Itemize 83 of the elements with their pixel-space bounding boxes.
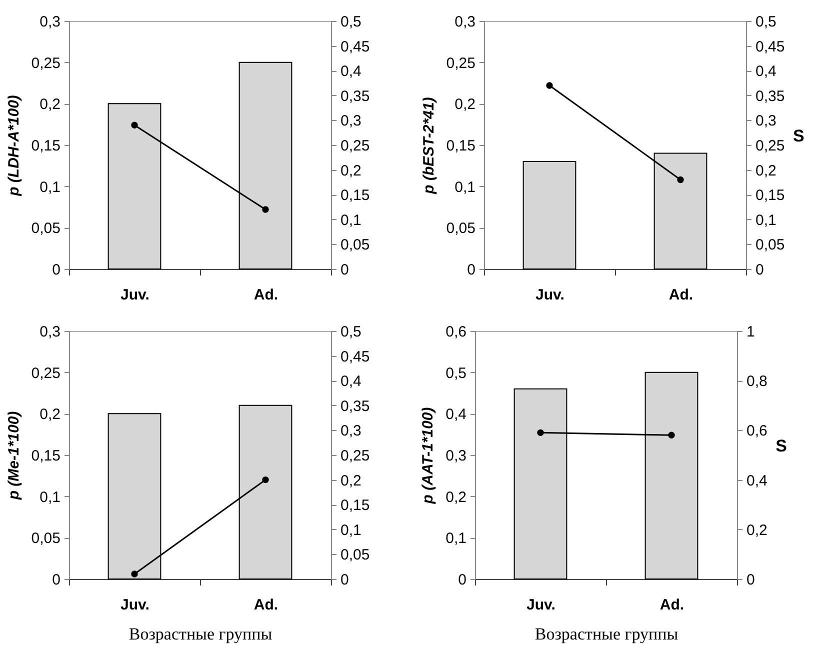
y-tick-label: 0,3 bbox=[40, 14, 60, 30]
x-tick-label: Ad. bbox=[254, 596, 278, 614]
y-tick-label: 0,3 bbox=[40, 324, 60, 340]
y2-tick-label: 0,4 bbox=[340, 63, 362, 80]
y2-tick-label: 0,25 bbox=[756, 138, 785, 154]
y2-tick-label: 0,2 bbox=[746, 522, 768, 539]
y2-tick-label: 0,6 bbox=[746, 422, 768, 440]
y2-tick-label: 0,35 bbox=[340, 88, 370, 105]
y2-tick-label: 0 bbox=[340, 262, 349, 278]
y-tick-label: 0,05 bbox=[31, 220, 60, 238]
y2-tick-label: 0,05 bbox=[756, 236, 785, 254]
y-axis-title: p (AAT-1*100) bbox=[420, 407, 437, 505]
y2-tick-label: 0,5 bbox=[340, 324, 362, 340]
y-tick-label: 0 bbox=[467, 262, 476, 278]
y-tick-label: 0,15 bbox=[31, 448, 60, 464]
y-tick-label: 0,4 bbox=[446, 406, 466, 424]
y2-tick-label: 0,1 bbox=[756, 212, 776, 229]
y2-axis-title: S bbox=[776, 436, 788, 456]
y-tick-label: 0,05 bbox=[31, 530, 60, 548]
y2-tick-label: 0,25 bbox=[340, 448, 370, 464]
y-tick-label: 0,2 bbox=[40, 96, 60, 114]
y2-tick-label: 0,1 bbox=[340, 522, 362, 539]
y-tick-label: 0,2 bbox=[446, 488, 466, 506]
y-tick-label: 0,1 bbox=[446, 530, 466, 548]
y2-tick-label: 0,45 bbox=[756, 38, 785, 56]
y2-tick-label: 0 bbox=[340, 572, 349, 588]
y2-tick-label: 0,15 bbox=[756, 187, 785, 204]
y2-tick-label: 0,3 bbox=[340, 112, 362, 130]
y2-tick-label: 0,2 bbox=[756, 162, 776, 180]
x-tick-label: Ad. bbox=[660, 596, 684, 614]
y-tick-label: 0,1 bbox=[40, 178, 60, 196]
y-tick-label: 0,5 bbox=[446, 364, 466, 382]
y2-tick-label: 1 bbox=[746, 324, 755, 340]
y2-axis-title: S bbox=[793, 126, 804, 146]
y2-tick-label: 0,35 bbox=[340, 398, 370, 415]
x-axis-title: Возрастные группы bbox=[128, 624, 273, 644]
y-tick-label: 0,25 bbox=[446, 54, 476, 72]
y2-tick-label: 0,3 bbox=[340, 422, 362, 440]
x-tick-label: Juv. bbox=[120, 286, 150, 304]
y2-tick-label: 0,4 bbox=[746, 472, 768, 490]
x-tick-label: Juv. bbox=[526, 596, 556, 614]
y-tick-label: 0,2 bbox=[40, 406, 60, 424]
x-tick-label: Ad. bbox=[254, 286, 278, 304]
y-tick-label: 0,15 bbox=[31, 138, 60, 154]
y-tick-label: 0,3 bbox=[454, 14, 476, 30]
y2-tick-label: 0,35 bbox=[756, 88, 785, 105]
y-tick-label: 0,6 bbox=[446, 324, 466, 340]
y-axis-title: p (Me-1*100) bbox=[5, 411, 22, 501]
y2-tick-label: 0 bbox=[746, 572, 755, 588]
x-tick-label: Juv. bbox=[120, 596, 150, 614]
y2-tick-label: 0,3 bbox=[756, 112, 776, 130]
x-tick-label: Juv. bbox=[536, 286, 564, 304]
y2-tick-label: 0 bbox=[756, 262, 764, 278]
y2-tick-label: 0,45 bbox=[340, 38, 370, 56]
y2-tick-label: 0,45 bbox=[340, 348, 370, 366]
y-tick-label: 0 bbox=[52, 262, 60, 278]
y2-tick-label: 0,4 bbox=[340, 373, 362, 390]
y-tick-label: 0,2 bbox=[454, 96, 476, 114]
x-axis-title: Возрастные группы bbox=[534, 624, 679, 644]
y2-tick-label: 0,2 bbox=[340, 472, 362, 490]
y-tick-label: 0,1 bbox=[454, 178, 476, 196]
y2-tick-label: 0,05 bbox=[340, 236, 370, 254]
y2-tick-label: 0,2 bbox=[340, 162, 362, 180]
y2-tick-label: 0,5 bbox=[340, 14, 362, 30]
x-tick-label: Ad. bbox=[668, 286, 694, 304]
y-tick-label: 0,25 bbox=[31, 54, 60, 72]
y2-tick-label: 0,5 bbox=[756, 14, 776, 30]
y2-tick-label: 0,1 bbox=[340, 212, 362, 229]
y-tick-label: 0,05 bbox=[446, 220, 476, 238]
y-axis-title: p (bEST-2*41) bbox=[420, 97, 438, 195]
y-tick-label: 0,1 bbox=[40, 488, 60, 506]
y-tick-label: 0,25 bbox=[31, 364, 60, 382]
y-tick-label: 0,3 bbox=[446, 448, 466, 464]
y2-tick-label: 0,8 bbox=[746, 373, 768, 390]
y2-tick-label: 0,15 bbox=[340, 497, 370, 514]
y-tick-label: 0 bbox=[458, 572, 466, 588]
y-tick-label: 0 bbox=[52, 572, 60, 588]
y2-tick-label: 0,25 bbox=[340, 138, 370, 154]
y-tick-label: 0,15 bbox=[446, 138, 476, 154]
y2-tick-label: 0,15 bbox=[340, 187, 370, 204]
y2-tick-label: 0,05 bbox=[340, 546, 370, 564]
y-axis-title: p (LDH-A*100) bbox=[5, 95, 22, 197]
y2-tick-label: 0,4 bbox=[756, 63, 776, 80]
